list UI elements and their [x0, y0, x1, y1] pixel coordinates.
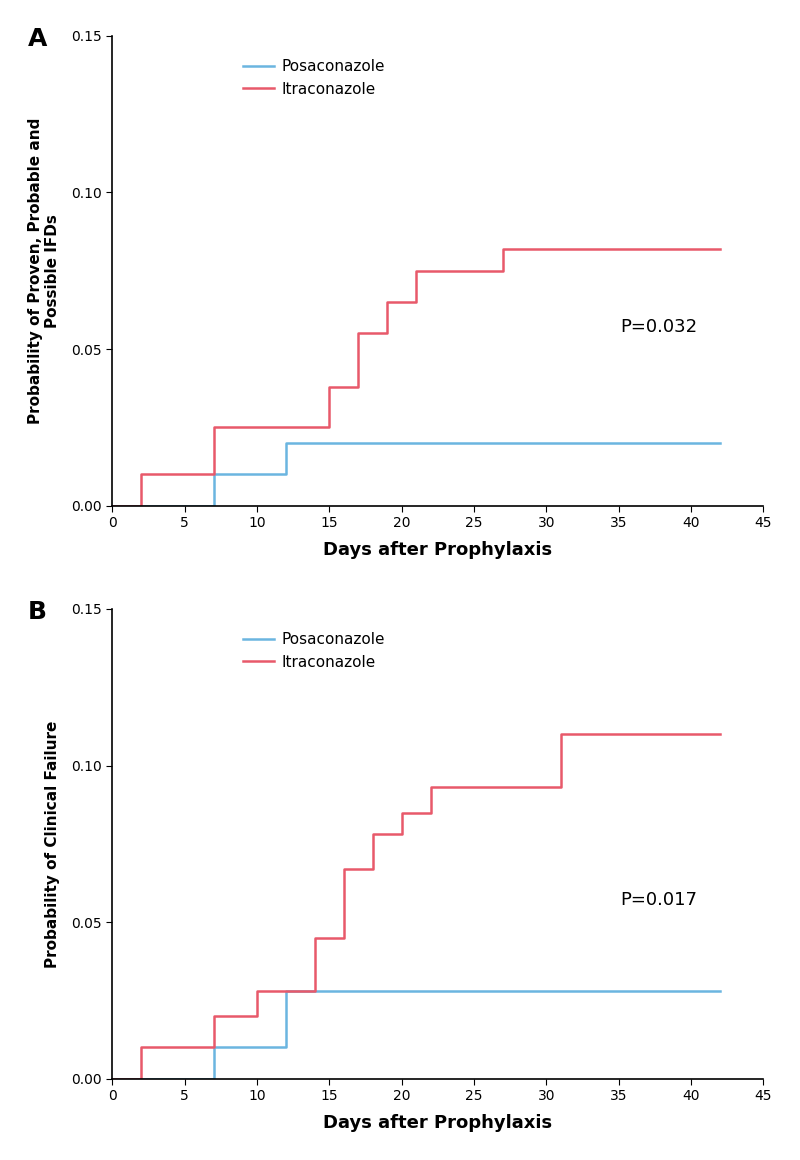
Text: B: B: [28, 600, 47, 624]
Text: P=0.017: P=0.017: [620, 891, 698, 909]
Y-axis label: Probability of Proven, Probable and
Possible IFDs: Probability of Proven, Probable and Poss…: [28, 117, 60, 423]
Text: P=0.032: P=0.032: [620, 318, 698, 336]
Y-axis label: Probability of Clinical Failure: Probability of Clinical Failure: [45, 720, 60, 967]
Legend: Posaconazole, Itraconazole: Posaconazole, Itraconazole: [238, 626, 391, 676]
Legend: Posaconazole, Itraconazole: Posaconazole, Itraconazole: [238, 53, 391, 103]
X-axis label: Days after Prophylaxis: Days after Prophylaxis: [323, 542, 553, 559]
Text: A: A: [28, 27, 47, 51]
X-axis label: Days after Prophylaxis: Days after Prophylaxis: [323, 1115, 553, 1132]
